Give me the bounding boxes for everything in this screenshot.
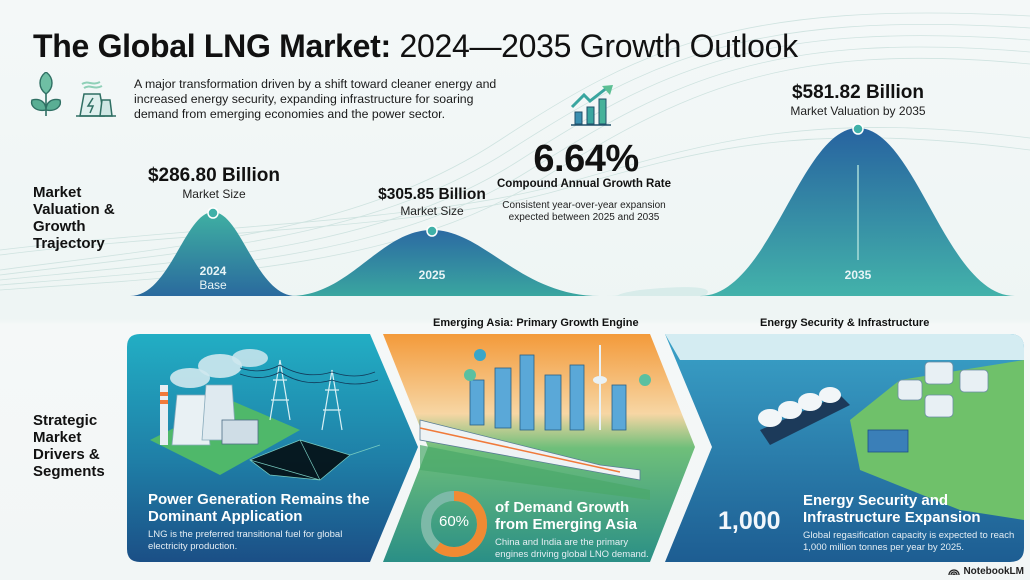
asian-city-train-illustration	[383, 334, 695, 562]
page-title: The Global LNG Market: 2024—2035 Growth …	[33, 28, 798, 64]
drivers-row-label: Strategic Market Drivers & Segments	[33, 412, 105, 480]
notebooklm-logo-icon	[948, 569, 961, 576]
cagr-label: Compound Annual Growth Rate	[497, 178, 671, 190]
growth-trajectory-hills	[130, 123, 1015, 297]
donut-value: 60%	[438, 513, 470, 530]
section-heading-infrastructure: Energy Security & Infrastructure	[760, 317, 930, 329]
panel-power-generation: Power Generation Remains the Dominant Ap…	[148, 491, 370, 552]
cagr-description: Consistent year-over-year expansion expe…	[502, 200, 666, 223]
valuation-row-label: Market Valuation & Growth Trajectory	[33, 184, 115, 252]
driver-panels	[127, 334, 1024, 562]
leaf-sprout-icon	[30, 72, 62, 116]
hill-label-2035: 2035	[844, 268, 872, 282]
hill-label-2024: 2024 Base	[199, 264, 227, 292]
stat-2024: $286.80 Billion Market Size	[147, 165, 280, 201]
hill-label-2025: 2025	[418, 268, 446, 282]
section-heading-asia: Emerging Asia: Primary Growth Engine	[433, 317, 639, 329]
cagr-value: 6.64%	[533, 138, 639, 180]
donut-chart-60-percent	[421, 491, 487, 557]
lng-tanker-terminal-illustration	[665, 334, 1024, 562]
intro-text: A major transformation driven by a shift…	[134, 77, 497, 121]
intro-icons	[30, 72, 116, 117]
panel-emerging-asia: of Demand Growth from Emerging Asia Chin…	[495, 499, 649, 560]
power-plant-grid-illustration	[127, 334, 418, 562]
stat-2035: $581.82 Billion Market Valuation by 2035	[790, 82, 926, 118]
panel-energy-security: Energy Security and Infrastructure Expan…	[803, 492, 1015, 553]
growth-chart-icon	[570, 85, 613, 126]
brand-watermark: NotebookLM	[948, 566, 1024, 577]
capacity-stat: 1,000	[718, 507, 781, 535]
power-plant-icon	[76, 81, 116, 117]
stat-2025: $305.85 Billion Market Size	[378, 186, 486, 218]
